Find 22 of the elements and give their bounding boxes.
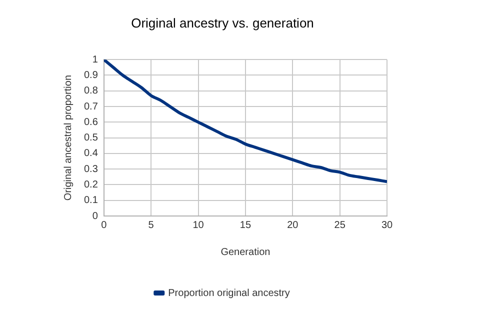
y-tick-label: 0.4 — [84, 148, 98, 160]
y-tick-label: 0 — [92, 210, 98, 222]
x-tick-label: 20 — [287, 220, 299, 231]
y-axis-title: Original ancestral proportion — [62, 74, 74, 201]
y-tick-label: 0.9 — [84, 70, 98, 81]
y-tick-label: 1 — [92, 54, 98, 66]
chart-title: Original ancestry vs. generation — [131, 15, 314, 30]
x-tick-label: 30 — [381, 220, 393, 231]
y-tick-label: 0.7 — [84, 101, 98, 112]
y-tick-label: 0.2 — [84, 179, 98, 190]
x-tick-label: 25 — [334, 220, 346, 231]
legend-label: Proportion original ancestry — [168, 288, 290, 299]
y-tick-label: 0.1 — [84, 195, 98, 206]
x-tick-label: 10 — [192, 220, 204, 231]
y-tick-label: 0.5 — [84, 132, 98, 144]
x-tick-label: 5 — [148, 220, 154, 231]
x-axis-title: Generation — [220, 246, 270, 258]
y-tick-label: 0.6 — [84, 116, 98, 128]
y-tick-label: 0.3 — [84, 164, 98, 175]
y-tick-label: 0.8 — [84, 86, 98, 97]
x-tick-label: 0 — [101, 220, 108, 231]
x-tick-label: 15 — [240, 220, 252, 231]
